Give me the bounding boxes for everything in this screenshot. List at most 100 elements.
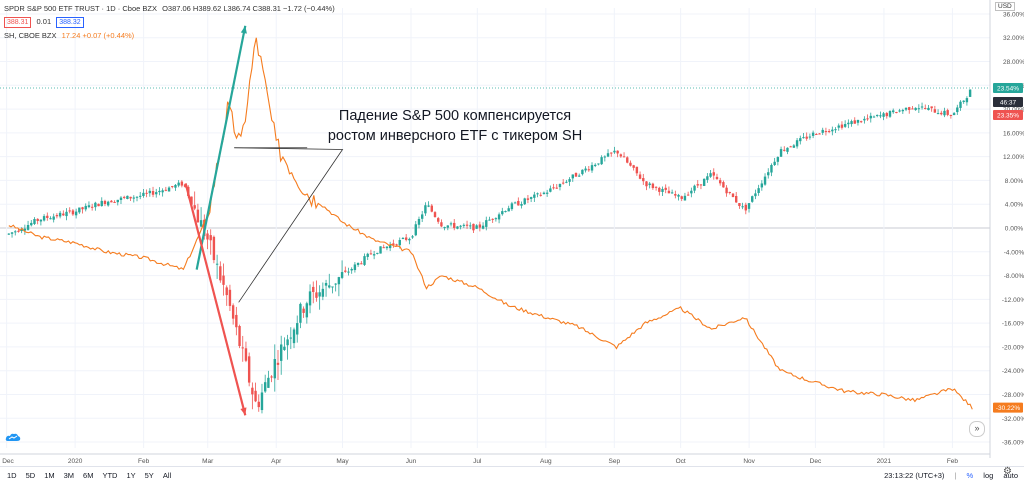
spy-candle bbox=[10, 232, 14, 238]
spy-candle bbox=[898, 108, 901, 113]
spy-candle bbox=[382, 244, 385, 249]
spy-candle bbox=[23, 224, 27, 235]
log-toggle[interactable]: log bbox=[983, 471, 994, 480]
time-scale: Dec 2020 Feb Mar Apr May Jun Jul Aug Sep Oct Nov Dec… bbox=[0, 453, 990, 465]
spy-candle bbox=[385, 246, 389, 251]
spy-candle bbox=[856, 119, 860, 126]
spy-candle bbox=[773, 157, 776, 167]
range-button-all[interactable]: All bbox=[162, 471, 172, 480]
spy-candle bbox=[645, 180, 648, 191]
y-tick-label: -12.00% bbox=[1002, 297, 1024, 304]
red-down-arrow[interactable] bbox=[184, 183, 247, 416]
spy-candle bbox=[440, 219, 443, 228]
ask-button[interactable]: 388.32 bbox=[56, 17, 84, 28]
spy-candle bbox=[52, 213, 55, 223]
spy-candle bbox=[372, 250, 376, 260]
spy-candle bbox=[305, 301, 309, 324]
spy-candle bbox=[805, 132, 808, 141]
y-tick-label: -4.00% bbox=[1004, 249, 1024, 256]
spy-candle bbox=[263, 374, 267, 393]
auto-toggle[interactable]: auto bbox=[1003, 471, 1018, 480]
spy-candle bbox=[465, 220, 469, 229]
bid-button[interactable]: 388.31 bbox=[4, 17, 32, 28]
spy-candle bbox=[215, 254, 219, 279]
scroll-to-realtime-button[interactable]: » bbox=[969, 421, 985, 437]
spy-candle bbox=[142, 189, 145, 198]
spy-candle bbox=[523, 197, 526, 206]
spy-candle bbox=[943, 107, 946, 118]
spy-candle bbox=[597, 163, 600, 166]
range-button-ytd[interactable]: YTD bbox=[102, 471, 118, 480]
currency-label[interactable]: USD bbox=[995, 2, 1015, 11]
spy-candle bbox=[174, 183, 177, 191]
spy-candle bbox=[946, 108, 949, 117]
range-button-6m[interactable]: 6M bbox=[83, 471, 94, 480]
spy-candle bbox=[674, 190, 677, 199]
spy-candle bbox=[433, 211, 437, 218]
range-button-1d[interactable]: 1D bbox=[7, 471, 17, 480]
spy-candle bbox=[392, 239, 395, 248]
spy-candle bbox=[247, 352, 251, 387]
x-tick-label: Feb bbox=[947, 458, 959, 465]
spy-candle bbox=[139, 191, 142, 200]
y-tick-label: 36.00% bbox=[1003, 11, 1024, 18]
spy-candle bbox=[417, 216, 421, 229]
spy-candle bbox=[670, 189, 674, 194]
spy-candle bbox=[606, 149, 610, 158]
spy-candle bbox=[821, 127, 824, 136]
spy-candle bbox=[26, 220, 30, 231]
range-button-1m[interactable]: 1M bbox=[44, 471, 55, 480]
spy-candle bbox=[443, 226, 446, 231]
range-button-5y[interactable]: 5Y bbox=[144, 471, 154, 480]
spy-candle bbox=[113, 200, 116, 203]
spy-candle bbox=[651, 182, 655, 190]
spy-candle bbox=[100, 197, 103, 207]
spy-candle bbox=[84, 203, 87, 212]
sh-value: 17.24 +0.07 (+0.44%) bbox=[61, 31, 135, 40]
triangle-drawing[interactable] bbox=[234, 147, 344, 303]
spy-candle bbox=[161, 188, 164, 197]
green-up-arrow[interactable] bbox=[195, 25, 247, 270]
spy-candle bbox=[831, 126, 834, 136]
spy-candle bbox=[802, 132, 805, 139]
spy-candle bbox=[594, 163, 597, 168]
settings-gear-icon[interactable]: ⚙ bbox=[1003, 466, 1012, 477]
spy-candle bbox=[658, 186, 661, 196]
spy-candle bbox=[324, 279, 328, 297]
spy-candle bbox=[340, 260, 344, 280]
spy-candle bbox=[254, 382, 257, 403]
spy-candle bbox=[709, 170, 712, 178]
spy-candle bbox=[283, 337, 286, 351]
spy-candle bbox=[145, 189, 148, 198]
spy-candle bbox=[337, 276, 341, 297]
spy-candle bbox=[299, 302, 302, 329]
spy-candle bbox=[792, 144, 796, 148]
countdown-label: 46:37 bbox=[993, 96, 1023, 107]
y-tick-label: 0.00% bbox=[1005, 226, 1024, 233]
spy-candle bbox=[949, 114, 953, 119]
range-button-5d[interactable]: 5D bbox=[25, 471, 36, 480]
spy-candle bbox=[600, 155, 603, 165]
spy-candle bbox=[654, 186, 658, 191]
spy-candle bbox=[7, 233, 11, 236]
spy-candle bbox=[924, 104, 927, 110]
spy-candle bbox=[584, 166, 587, 173]
spy-candle bbox=[315, 280, 318, 302]
y-tick-label: 16.00% bbox=[1003, 130, 1024, 137]
range-button-1y[interactable]: 1Y bbox=[126, 471, 136, 480]
tradingview-logo-icon[interactable] bbox=[5, 432, 21, 442]
range-button-3m[interactable]: 3M bbox=[63, 471, 75, 480]
spy-candle bbox=[859, 120, 863, 124]
spy-candle bbox=[119, 196, 123, 204]
price-scale: 36.00%32.00%28.00%24.00%20.00%16.00%12.0… bbox=[989, 0, 1024, 458]
spy-candle bbox=[936, 109, 940, 115]
spy-candle bbox=[866, 114, 869, 121]
percent-toggle[interactable]: % bbox=[966, 471, 974, 480]
spy-candle bbox=[735, 191, 738, 204]
spy-candle bbox=[590, 162, 594, 173]
spy-candle bbox=[702, 178, 706, 187]
spy-candle bbox=[811, 130, 815, 139]
spy-change-label: 23.35% bbox=[993, 110, 1023, 121]
spy-candle bbox=[62, 210, 65, 216]
